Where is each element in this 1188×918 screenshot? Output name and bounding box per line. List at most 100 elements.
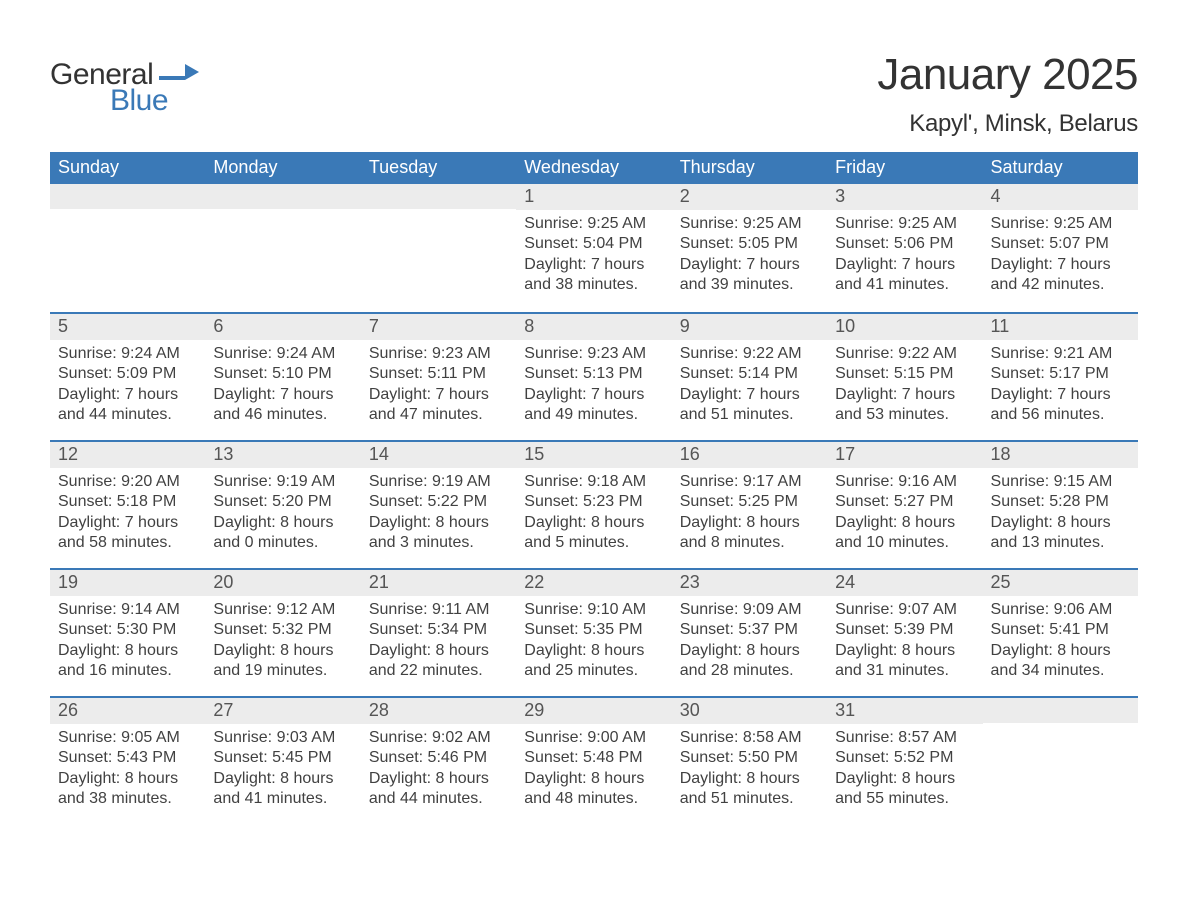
sunset-text: Sunset: 5:35 PM (524, 620, 663, 640)
sunrise-text: Sunrise: 9:14 AM (58, 600, 197, 620)
day-number: 14 (361, 442, 516, 468)
weekday-header: Monday (205, 152, 360, 184)
calendar-day: 26Sunrise: 9:05 AMSunset: 5:43 PMDayligh… (50, 698, 205, 824)
day-details: Sunrise: 9:15 AMSunset: 5:28 PMDaylight:… (983, 468, 1138, 562)
day-details: Sunrise: 9:12 AMSunset: 5:32 PMDaylight:… (205, 596, 360, 690)
day-details: Sunrise: 9:05 AMSunset: 5:43 PMDaylight:… (50, 724, 205, 818)
sunset-text: Sunset: 5:30 PM (58, 620, 197, 640)
sunset-text: Sunset: 5:37 PM (680, 620, 819, 640)
calendar-day: 10Sunrise: 9:22 AMSunset: 5:15 PMDayligh… (827, 314, 982, 440)
weekday-header: Sunday (50, 152, 205, 184)
calendar-day: 29Sunrise: 9:00 AMSunset: 5:48 PMDayligh… (516, 698, 671, 824)
calendar-day: 12Sunrise: 9:20 AMSunset: 5:18 PMDayligh… (50, 442, 205, 568)
weekday-header: Wednesday (516, 152, 671, 184)
calendar-grid: Sunday Monday Tuesday Wednesday Thursday… (50, 152, 1138, 824)
sunrise-text: Sunrise: 9:06 AM (991, 600, 1130, 620)
day-details: Sunrise: 9:17 AMSunset: 5:25 PMDaylight:… (672, 468, 827, 562)
location-text: Kapyl', Minsk, Belarus (877, 110, 1138, 138)
sunset-text: Sunset: 5:09 PM (58, 364, 197, 384)
day-details: Sunrise: 9:25 AMSunset: 5:05 PMDaylight:… (672, 210, 827, 304)
daylight-text: Daylight: 8 hours and 55 minutes. (835, 769, 974, 810)
day-details: Sunrise: 9:06 AMSunset: 5:41 PMDaylight:… (983, 596, 1138, 690)
sunrise-text: Sunrise: 9:05 AM (58, 728, 197, 748)
calendar-day: 14Sunrise: 9:19 AMSunset: 5:22 PMDayligh… (361, 442, 516, 568)
sunset-text: Sunset: 5:52 PM (835, 748, 974, 768)
sunrise-text: Sunrise: 8:58 AM (680, 728, 819, 748)
calendar-day: 31Sunrise: 8:57 AMSunset: 5:52 PMDayligh… (827, 698, 982, 824)
day-details: Sunrise: 9:10 AMSunset: 5:35 PMDaylight:… (516, 596, 671, 690)
calendar-day: 8Sunrise: 9:23 AMSunset: 5:13 PMDaylight… (516, 314, 671, 440)
calendar-day: 18Sunrise: 9:15 AMSunset: 5:28 PMDayligh… (983, 442, 1138, 568)
day-details: Sunrise: 9:22 AMSunset: 5:14 PMDaylight:… (672, 340, 827, 434)
sunrise-text: Sunrise: 9:20 AM (58, 472, 197, 492)
sunrise-text: Sunrise: 9:23 AM (369, 344, 508, 364)
sunset-text: Sunset: 5:15 PM (835, 364, 974, 384)
daylight-text: Daylight: 7 hours and 56 minutes. (991, 385, 1130, 426)
day-details: Sunrise: 9:03 AMSunset: 5:45 PMDaylight:… (205, 724, 360, 818)
sunrise-text: Sunrise: 9:19 AM (213, 472, 352, 492)
weekday-header: Saturday (983, 152, 1138, 184)
sunset-text: Sunset: 5:17 PM (991, 364, 1130, 384)
calendar-day: 16Sunrise: 9:17 AMSunset: 5:25 PMDayligh… (672, 442, 827, 568)
daylight-text: Daylight: 8 hours and 28 minutes. (680, 641, 819, 682)
sunrise-text: Sunrise: 9:09 AM (680, 600, 819, 620)
sunrise-text: Sunrise: 9:02 AM (369, 728, 508, 748)
sunrise-text: Sunrise: 9:25 AM (991, 214, 1130, 234)
sunrise-text: Sunrise: 8:57 AM (835, 728, 974, 748)
day-number: 10 (827, 314, 982, 340)
day-details: Sunrise: 9:20 AMSunset: 5:18 PMDaylight:… (50, 468, 205, 562)
day-details: Sunrise: 9:02 AMSunset: 5:46 PMDaylight:… (361, 724, 516, 818)
sunset-text: Sunset: 5:13 PM (524, 364, 663, 384)
calendar-week: 12Sunrise: 9:20 AMSunset: 5:18 PMDayligh… (50, 440, 1138, 568)
calendar-day: 5Sunrise: 9:24 AMSunset: 5:09 PMDaylight… (50, 314, 205, 440)
calendar-day: 27Sunrise: 9:03 AMSunset: 5:45 PMDayligh… (205, 698, 360, 824)
daylight-text: Daylight: 8 hours and 41 minutes. (213, 769, 352, 810)
day-number: 19 (50, 570, 205, 596)
logo-text-blue: Blue (110, 84, 168, 118)
daylight-text: Daylight: 8 hours and 5 minutes. (524, 513, 663, 554)
day-number: 17 (827, 442, 982, 468)
day-number (205, 184, 360, 209)
day-number: 2 (672, 184, 827, 210)
sunset-text: Sunset: 5:48 PM (524, 748, 663, 768)
day-number: 3 (827, 184, 982, 210)
sunset-text: Sunset: 5:46 PM (369, 748, 508, 768)
day-details: Sunrise: 9:11 AMSunset: 5:34 PMDaylight:… (361, 596, 516, 690)
daylight-text: Daylight: 8 hours and 19 minutes. (213, 641, 352, 682)
daylight-text: Daylight: 8 hours and 13 minutes. (991, 513, 1130, 554)
day-number: 1 (516, 184, 671, 210)
calendar-week: 1Sunrise: 9:25 AMSunset: 5:04 PMDaylight… (50, 184, 1138, 312)
sunrise-text: Sunrise: 9:15 AM (991, 472, 1130, 492)
calendar-day: 24Sunrise: 9:07 AMSunset: 5:39 PMDayligh… (827, 570, 982, 696)
daylight-text: Daylight: 7 hours and 47 minutes. (369, 385, 508, 426)
daylight-text: Daylight: 8 hours and 25 minutes. (524, 641, 663, 682)
daylight-text: Daylight: 8 hours and 0 minutes. (213, 513, 352, 554)
day-number (50, 184, 205, 209)
day-details: Sunrise: 9:25 AMSunset: 5:06 PMDaylight:… (827, 210, 982, 304)
brand-logo: General Blue (50, 50, 199, 118)
calendar-day: 11Sunrise: 9:21 AMSunset: 5:17 PMDayligh… (983, 314, 1138, 440)
day-details: Sunrise: 9:25 AMSunset: 5:04 PMDaylight:… (516, 210, 671, 304)
sunrise-text: Sunrise: 9:22 AM (835, 344, 974, 364)
weekday-header: Tuesday (361, 152, 516, 184)
page-header: General Blue January 2025 Kapyl', Minsk,… (50, 50, 1138, 138)
day-number: 8 (516, 314, 671, 340)
daylight-text: Daylight: 8 hours and 8 minutes. (680, 513, 819, 554)
day-number: 23 (672, 570, 827, 596)
sunset-text: Sunset: 5:45 PM (213, 748, 352, 768)
daylight-text: Daylight: 7 hours and 41 minutes. (835, 255, 974, 296)
calendar-week: 26Sunrise: 9:05 AMSunset: 5:43 PMDayligh… (50, 696, 1138, 824)
daylight-text: Daylight: 8 hours and 34 minutes. (991, 641, 1130, 682)
sunset-text: Sunset: 5:41 PM (991, 620, 1130, 640)
calendar-day: 21Sunrise: 9:11 AMSunset: 5:34 PMDayligh… (361, 570, 516, 696)
calendar-day: 19Sunrise: 9:14 AMSunset: 5:30 PMDayligh… (50, 570, 205, 696)
sunset-text: Sunset: 5:32 PM (213, 620, 352, 640)
sunrise-text: Sunrise: 9:10 AM (524, 600, 663, 620)
day-number: 4 (983, 184, 1138, 210)
daylight-text: Daylight: 7 hours and 51 minutes. (680, 385, 819, 426)
sunrise-text: Sunrise: 9:25 AM (835, 214, 974, 234)
daylight-text: Daylight: 8 hours and 22 minutes. (369, 641, 508, 682)
weekday-header: Friday (827, 152, 982, 184)
sunset-text: Sunset: 5:18 PM (58, 492, 197, 512)
calendar-week: 5Sunrise: 9:24 AMSunset: 5:09 PMDaylight… (50, 312, 1138, 440)
